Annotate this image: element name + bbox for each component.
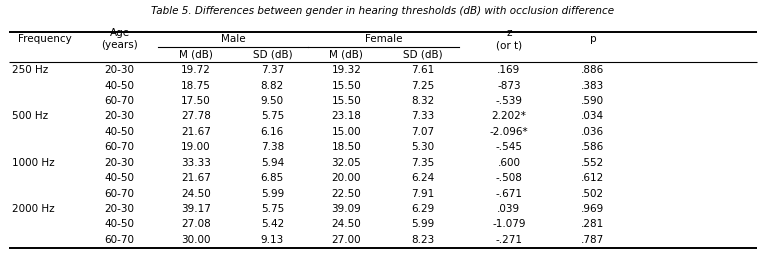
Text: 7.07: 7.07 — [411, 127, 434, 137]
Text: -.508: -.508 — [496, 173, 522, 183]
Text: 33.33: 33.33 — [181, 158, 211, 168]
Text: 20-30: 20-30 — [105, 158, 135, 168]
Text: 9.50: 9.50 — [260, 96, 284, 106]
Text: 8.82: 8.82 — [260, 81, 284, 90]
Text: 15.50: 15.50 — [332, 96, 362, 106]
Text: 7.38: 7.38 — [260, 142, 284, 152]
Text: 20-30: 20-30 — [105, 65, 135, 75]
Text: 20-30: 20-30 — [105, 204, 135, 214]
Text: 39.17: 39.17 — [181, 204, 211, 214]
Text: 6.24: 6.24 — [411, 173, 434, 183]
Text: .036: .036 — [581, 127, 604, 137]
Text: 21.67: 21.67 — [181, 127, 211, 137]
Text: .600: .600 — [497, 158, 520, 168]
Text: 27.00: 27.00 — [332, 235, 362, 245]
Text: 39.09: 39.09 — [332, 204, 362, 214]
Text: 24.50: 24.50 — [332, 219, 362, 229]
Text: 6.85: 6.85 — [260, 173, 284, 183]
Text: 24.50: 24.50 — [181, 188, 211, 199]
Text: 8.32: 8.32 — [411, 96, 434, 106]
Text: 30.00: 30.00 — [182, 235, 211, 245]
Text: 60-70: 60-70 — [105, 188, 135, 199]
Text: -.539: -.539 — [496, 96, 522, 106]
Text: .787: .787 — [581, 235, 604, 245]
Text: 1000 Hz: 1000 Hz — [12, 158, 54, 168]
Text: 250 Hz: 250 Hz — [12, 65, 48, 75]
Text: .039: .039 — [497, 204, 520, 214]
Text: 23.18: 23.18 — [332, 112, 362, 121]
Text: 20-30: 20-30 — [105, 112, 135, 121]
Text: .281: .281 — [581, 219, 604, 229]
Text: -1.079: -1.079 — [493, 219, 525, 229]
Text: 60-70: 60-70 — [105, 96, 135, 106]
Text: 19.72: 19.72 — [181, 65, 211, 75]
Text: 7.61: 7.61 — [411, 65, 434, 75]
Text: .552: .552 — [581, 158, 604, 168]
Text: 500 Hz: 500 Hz — [12, 112, 48, 121]
Text: 2.202*: 2.202* — [492, 112, 526, 121]
Text: 6.29: 6.29 — [411, 204, 434, 214]
Text: .502: .502 — [581, 188, 604, 199]
Text: 60-70: 60-70 — [105, 142, 135, 152]
Text: 5.42: 5.42 — [260, 219, 284, 229]
Text: M (dB): M (dB) — [329, 50, 363, 60]
Text: 27.78: 27.78 — [181, 112, 211, 121]
Text: 32.05: 32.05 — [332, 158, 362, 168]
Text: 8.23: 8.23 — [411, 235, 434, 245]
Text: .886: .886 — [581, 65, 604, 75]
Text: 19.00: 19.00 — [182, 142, 211, 152]
Text: 40-50: 40-50 — [105, 173, 135, 183]
Text: 7.91: 7.91 — [411, 188, 434, 199]
Text: 6.16: 6.16 — [260, 127, 284, 137]
Text: 40-50: 40-50 — [105, 127, 135, 137]
Text: 60-70: 60-70 — [105, 235, 135, 245]
Text: 7.33: 7.33 — [411, 112, 434, 121]
Text: 5.99: 5.99 — [411, 219, 434, 229]
Text: 20.00: 20.00 — [332, 173, 361, 183]
Text: 22.50: 22.50 — [332, 188, 362, 199]
Text: -2.096*: -2.096* — [489, 127, 529, 137]
Text: M (dB): M (dB) — [179, 50, 213, 60]
Text: .034: .034 — [581, 112, 604, 121]
Text: Age
(years): Age (years) — [101, 28, 138, 50]
Text: -873: -873 — [497, 81, 521, 90]
Text: 5.99: 5.99 — [260, 188, 284, 199]
Text: Frequency: Frequency — [18, 34, 72, 44]
Text: Female: Female — [365, 34, 402, 44]
Text: .169: .169 — [497, 65, 521, 75]
Text: 7.25: 7.25 — [411, 81, 434, 90]
Text: 9.13: 9.13 — [260, 235, 284, 245]
Text: 17.50: 17.50 — [181, 96, 211, 106]
Text: .383: .383 — [581, 81, 604, 90]
Text: z
(or t): z (or t) — [496, 28, 522, 50]
Text: .590: .590 — [581, 96, 604, 106]
Text: SD (dB): SD (dB) — [403, 50, 443, 60]
Text: 40-50: 40-50 — [105, 81, 135, 90]
Text: 21.67: 21.67 — [181, 173, 211, 183]
Text: 15.50: 15.50 — [332, 81, 362, 90]
Text: .586: .586 — [581, 142, 604, 152]
Text: 7.37: 7.37 — [260, 65, 284, 75]
Text: 15.00: 15.00 — [332, 127, 362, 137]
Text: 5.75: 5.75 — [260, 112, 284, 121]
Text: 5.30: 5.30 — [411, 142, 434, 152]
Text: 2000 Hz: 2000 Hz — [12, 204, 54, 214]
Text: -.271: -.271 — [496, 235, 522, 245]
Text: -.545: -.545 — [496, 142, 522, 152]
Text: -.671: -.671 — [496, 188, 522, 199]
Text: .969: .969 — [581, 204, 604, 214]
Text: 7.35: 7.35 — [411, 158, 434, 168]
Text: .612: .612 — [581, 173, 604, 183]
Text: Table 5. Differences between gender in hearing thresholds (dB) with occlusion di: Table 5. Differences between gender in h… — [152, 6, 614, 17]
Text: 27.08: 27.08 — [181, 219, 211, 229]
Text: 5.75: 5.75 — [260, 204, 284, 214]
Text: Male: Male — [221, 34, 245, 44]
Text: p: p — [590, 34, 596, 44]
Text: 5.94: 5.94 — [260, 158, 284, 168]
Text: SD (dB): SD (dB) — [253, 50, 292, 60]
Text: 18.75: 18.75 — [181, 81, 211, 90]
Text: 19.32: 19.32 — [332, 65, 362, 75]
Text: 18.50: 18.50 — [332, 142, 362, 152]
Text: 40-50: 40-50 — [105, 219, 135, 229]
